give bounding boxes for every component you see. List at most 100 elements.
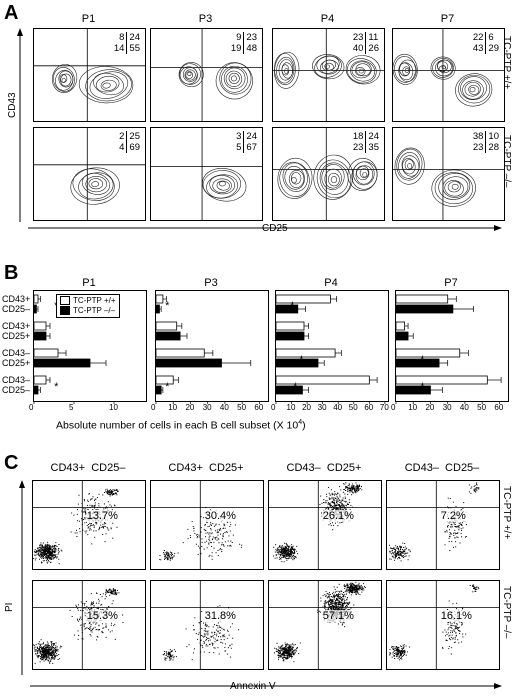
contour-line [185,71,194,79]
contour-line [462,80,484,100]
contour-line [184,69,196,81]
contour-plot-svg [273,29,384,121]
contour-line [274,51,300,89]
contour-line [398,152,420,179]
panel-c-column-title: CD43+ CD25+ [168,462,244,474]
contour-line [346,58,377,84]
x-tick-label: 30 [202,403,212,412]
contour-line [55,69,74,91]
x-tick-label: 20 [185,403,195,412]
contour-line [355,67,366,76]
quadrant-value: 4 [119,142,125,153]
contour-line [93,72,124,96]
apoptosis-percentage: 57.1% [321,609,355,622]
contour-line [218,181,226,187]
contour-line [102,82,111,89]
contour-line [91,181,99,188]
contour-line [432,57,454,78]
quadrant-value: 10 [485,131,501,142]
contour-line [209,175,236,195]
x-tick-label: 0 [391,403,396,412]
panel-a-column-title: P7 [440,13,455,25]
bar-chart-panel [395,290,509,404]
panel-b-letter: B [4,262,19,284]
contour-line [221,65,248,93]
contour-line [88,178,104,190]
x-tick-label: 10 [168,403,178,412]
bar-knockout [395,331,409,341]
legend-label: TC-PTP –/– [73,306,116,315]
quadrant-value: 69 [126,142,142,153]
contour-plot: 2 25 4 69 [33,127,146,221]
quadrant-value: 3 [236,131,242,142]
category-label: CD43– CD25– [2,375,30,395]
contour-line [324,62,334,71]
contour-line [85,175,107,193]
quadrant-value: 23 [243,32,259,43]
x-tick-label: 40 [219,403,229,412]
bar-knockout [155,304,160,314]
contour-line [277,157,313,199]
significance-asterisk: * [293,381,298,393]
dot-plot-svg [387,481,499,569]
contour-line [347,158,378,191]
panel-c-letter: C [4,452,19,474]
panel-a-axis-arrows [17,28,502,231]
contour-line [316,159,352,199]
significance-asterisk: * [165,381,170,393]
contour-plot-svg [151,29,262,121]
quadrant-percentages: 9 23 19 48 [228,32,259,54]
event-dots [33,488,119,565]
contour-line [435,59,454,77]
category-label: CD43+ CD25+ [2,321,30,341]
panel-b-column-title: P7 [444,277,458,289]
x-tick-label: 10 [109,403,118,412]
dot-plot [150,480,264,570]
contour-line [324,64,330,69]
quadrant-value: 43 [472,43,484,54]
x-tick-label: 0 [151,403,156,412]
contour-plot-svg [393,128,504,220]
bar-chart-panel [33,290,147,404]
quadrant-value: 18 [352,131,364,142]
x-tick-label: 50 [477,403,487,412]
quadrant-value: 23 [352,32,364,43]
panel-b-column-title: P3 [204,277,218,289]
contour-line [431,169,476,207]
contour-line [430,56,456,80]
quadrant-percentages: 2 25 4 69 [117,131,142,153]
legend-swatch [60,296,70,306]
quadrant-value: 24 [126,32,142,43]
panel-b-x-axis-title: Absolute number of cells in each B cell … [56,419,306,432]
x-tick-label: 10 [408,403,418,412]
quadrant-percentages: 18 24 23 35 [350,131,381,153]
contour-line [282,162,308,192]
contour-line [279,161,310,197]
apoptosis-percentage: 30.4% [203,509,237,522]
quadrant-percentages: 8 24 14 55 [111,32,142,54]
quadrant-value: 38 [472,131,484,142]
category-label-line: CD43– [2,348,31,358]
contour-line [215,62,253,100]
contour-line [444,180,464,197]
quadrant-percentages: 3 24 5 67 [234,131,259,153]
panel-a-letter: A [4,2,19,24]
contour-line [53,67,75,92]
x-tick-label: 30 [317,403,327,412]
bar-wildtype [395,375,488,385]
contour-plot: 8 24 14 55 [33,28,146,122]
quadrant-percentages: 23 11 40 26 [350,32,381,54]
category-label-line: CD25+ [2,331,31,341]
contour-line [61,77,66,83]
contour-line [312,54,345,80]
contour-plot: 22 6 43 29 [392,28,505,122]
x-tick-label: 0 [29,403,34,412]
quadrant-value: 22 [472,32,484,43]
contour-line [355,165,374,185]
contour-line [178,62,204,88]
contour-line [320,59,339,75]
contour-line [434,172,473,205]
apoptosis-percentage: 13.7% [85,509,119,522]
category-label-line: CD43– [2,375,31,385]
